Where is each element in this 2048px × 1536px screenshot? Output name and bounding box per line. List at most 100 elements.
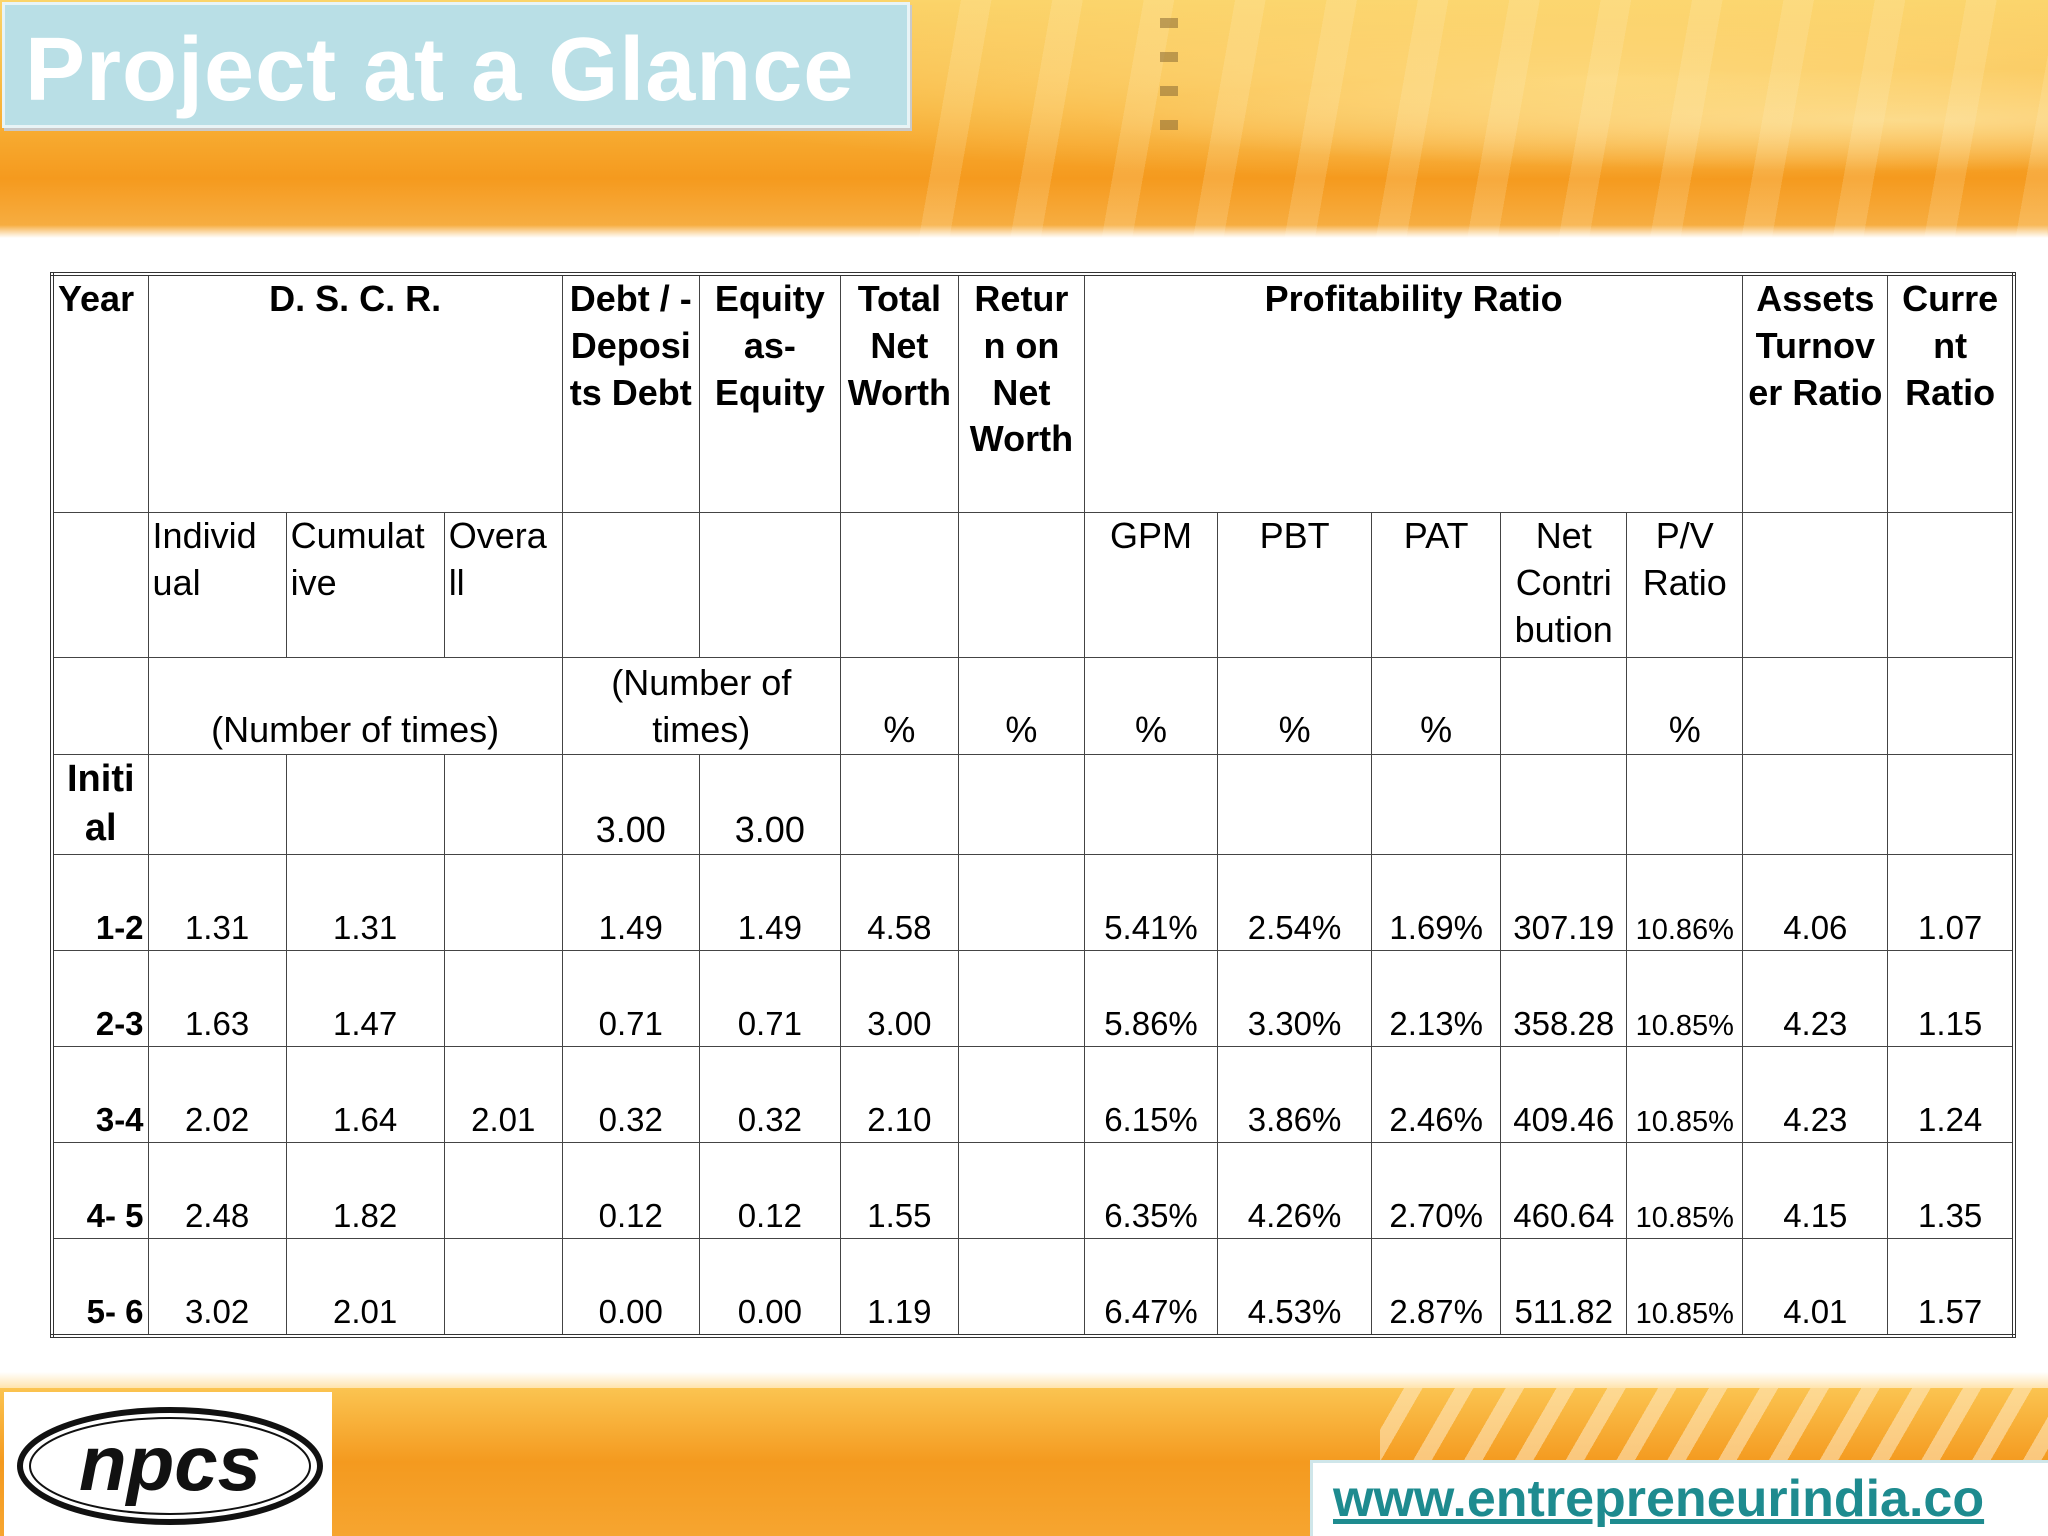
cell-pat: 2.46%	[1371, 1045, 1502, 1143]
unit-total-net-worth: %	[839, 657, 959, 755]
row-year: 2-3	[51, 949, 149, 1047]
subheader-row: Individ ual Cumulat ive Overa ll GPM PBT…	[51, 512, 2015, 658]
cell-pat: 2.13%	[1371, 949, 1502, 1047]
header-debt-deposits-debt: Debt / - Deposi ts Debt	[561, 273, 700, 513]
logo-text: npcs	[79, 1419, 261, 1507]
cell-dscr-cumulative: 1.31	[285, 853, 445, 951]
cell-return-on-net-worth	[957, 949, 1085, 1047]
cell-net-contribution: 307.19	[1500, 853, 1628, 951]
cell-total-net-worth: 1.55	[839, 1141, 959, 1239]
cell-pv-ratio: 10.85%	[1626, 1045, 1744, 1143]
row-year: 4- 5	[51, 1141, 149, 1239]
cell-dscr-individual: 3.02	[147, 1237, 287, 1337]
cell-total-net-worth: 4.58	[839, 853, 959, 951]
title-box: Project at a Glance	[2, 2, 910, 128]
cell-total-net-worth: 2.10	[839, 1045, 959, 1143]
cell-current-ratio: 1.24	[1887, 1045, 2015, 1143]
cell-dscr-overall: 2.01	[443, 1045, 563, 1143]
cell-equity: 1.49	[698, 853, 841, 951]
unit-debt-equity: (Number of times)	[561, 657, 841, 755]
table-row: 5- 6 3.02 2.01 0.00 0.00 1.19 6.47% 4.53% 2.87% 5…	[51, 1237, 2015, 1337]
header-profitability-ratio: Profitability Ratio	[1083, 273, 1744, 513]
header-equity-as-equity: Equity as- Equity	[698, 273, 841, 513]
cell-equity: 0.00	[698, 1237, 841, 1337]
unit-empty	[1742, 657, 1889, 755]
cell-gpm: 6.47%	[1083, 1237, 1219, 1337]
project-glance-table: Year D. S. C. R. Debt / - Deposi ts Debt…	[50, 272, 2016, 1338]
cell-debt: 0.32	[561, 1045, 700, 1143]
cell-empty	[147, 754, 287, 855]
cell-debt: 0.00	[561, 1237, 700, 1337]
cell-empty	[285, 754, 445, 855]
cell-dscr-overall	[443, 1141, 563, 1239]
cell-empty	[1887, 754, 2015, 855]
unit-pv-ratio: %	[1626, 657, 1744, 755]
initial-equity: 3.00	[698, 754, 841, 855]
cell-dscr-overall	[443, 853, 563, 951]
top-banner	[0, 0, 2048, 238]
cell-pbt: 3.86%	[1217, 1045, 1373, 1143]
cell-dscr-cumulative: 1.82	[285, 1141, 445, 1239]
cell-assets-turnover: 4.06	[1742, 853, 1889, 951]
npcs-logo-mark: npcs	[17, 1407, 323, 1525]
cell-empty	[1371, 754, 1502, 855]
cell-assets-turnover: 4.01	[1742, 1237, 1889, 1337]
cell-pv-ratio: 10.85%	[1626, 1237, 1744, 1337]
cell-empty	[957, 754, 1085, 855]
header-return-on-net-worth: Retur n on Net Worth	[957, 273, 1085, 513]
subheader-pat: PAT	[1371, 512, 1502, 658]
cell-pat: 2.87%	[1371, 1237, 1502, 1337]
subheader-empty	[1742, 512, 1889, 658]
header-total-net-worth: Total Net Worth	[839, 273, 959, 513]
subheader-cumulative: Cumulat ive	[285, 512, 445, 658]
cell-empty	[1083, 754, 1219, 855]
header-row: Year D. S. C. R. Debt / - Deposi ts Debt…	[51, 273, 2015, 513]
cell-dscr-individual: 2.02	[147, 1045, 287, 1143]
subheader-empty	[561, 512, 700, 658]
subheader-empty	[698, 512, 841, 658]
cell-net-contribution: 511.82	[1500, 1237, 1628, 1337]
cell-dscr-individual: 2.48	[147, 1141, 287, 1239]
cell-pbt: 2.54%	[1217, 853, 1373, 951]
header-current-ratio: Curre nt Ratio	[1887, 273, 2015, 513]
cell-return-on-net-worth	[957, 1141, 1085, 1239]
table-row: 1-2 1.31 1.31 1.49 1.49 4.58 5.41% 2.54% 1.69% 30…	[51, 853, 2015, 951]
cell-net-contribution: 358.28	[1500, 949, 1628, 1047]
website-link[interactable]: www.entrepreneurindia.co	[1333, 1470, 1985, 1528]
table-row: 3-4 2.02 1.64 2.01 0.32 0.32 2.10 6.15% 3.86% 2.4…	[51, 1045, 2015, 1143]
subheader-empty	[1887, 512, 2015, 658]
unit-empty	[1887, 657, 2015, 755]
cell-pat: 2.70%	[1371, 1141, 1502, 1239]
cell-pbt: 4.26%	[1217, 1141, 1373, 1239]
subheader-empty	[957, 512, 1085, 658]
cell-pbt: 4.53%	[1217, 1237, 1373, 1337]
cell-debt: 0.12	[561, 1141, 700, 1239]
cell-assets-turnover: 4.23	[1742, 1045, 1889, 1143]
header-year: Year	[51, 273, 149, 513]
cell-net-contribution: 460.64	[1500, 1141, 1628, 1239]
subheader-empty	[839, 512, 959, 658]
npcs-logo: npcs	[4, 1392, 332, 1536]
cell-return-on-net-worth	[957, 1045, 1085, 1143]
cell-dscr-overall	[443, 1237, 563, 1337]
table-row: 2-3 1.63 1.47 0.71 0.71 3.00 5.86% 3.30% 2.13% 35…	[51, 949, 2015, 1047]
table-row: 4- 5 2.48 1.82 0.12 0.12 1.55 6.35% 4.26% 2.70% 4…	[51, 1141, 2015, 1239]
header-dscr: D. S. C. R.	[147, 273, 563, 513]
slide-title: Project at a Glance	[25, 20, 855, 120]
row-year: 5- 6	[51, 1237, 149, 1337]
cell-return-on-net-worth	[957, 853, 1085, 951]
cell-gpm: 5.86%	[1083, 949, 1219, 1047]
row-year: 3-4	[51, 1045, 149, 1143]
cell-pv-ratio: 10.86%	[1626, 853, 1744, 951]
cell-assets-turnover: 4.15	[1742, 1141, 1889, 1239]
website-box[interactable]: www.entrepreneurindia.co	[1310, 1460, 2048, 1536]
unit-pbt: %	[1217, 657, 1373, 755]
banner-rays	[900, 0, 2048, 238]
unit-dscr: (Number of times)	[147, 657, 563, 755]
subheader-empty	[51, 512, 149, 658]
unit-empty	[51, 657, 149, 755]
cell-assets-turnover: 4.23	[1742, 949, 1889, 1047]
banner-fade	[0, 225, 2048, 238]
cell-gpm: 6.35%	[1083, 1141, 1219, 1239]
data-rows: 1-2 1.31 1.31 1.49 1.49 4.58 5.41% 2.54% 1.69% 30…	[51, 853, 2015, 1337]
